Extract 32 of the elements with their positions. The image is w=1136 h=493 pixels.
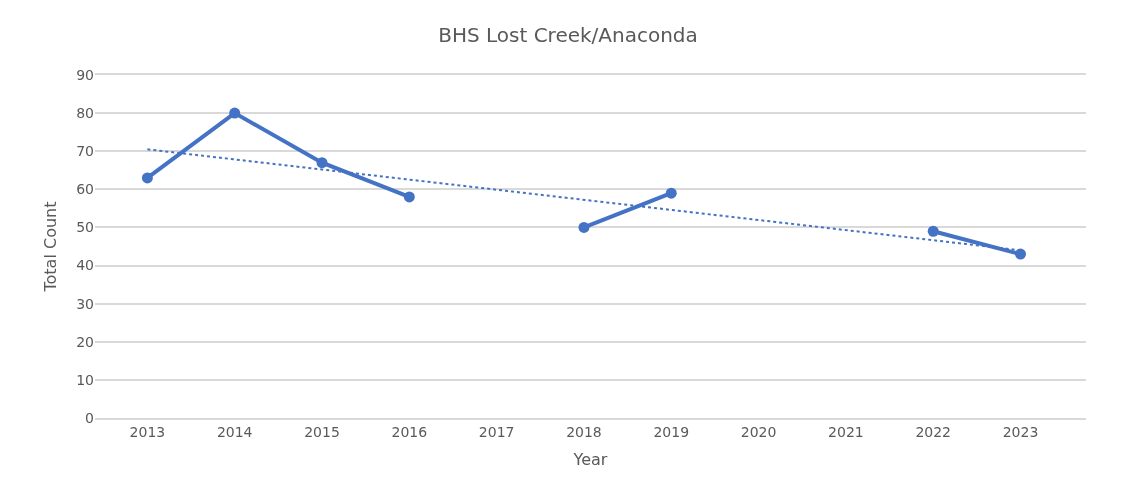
y-tick-label: 10 [76, 371, 94, 388]
x-tick-label: 2023 [1002, 423, 1039, 440]
y-tick-label: 30 [76, 295, 94, 312]
x-tick-label: 2020 [740, 423, 777, 440]
x-tick-label: 2017 [478, 423, 515, 440]
x-tick-label: 2013 [129, 423, 166, 440]
y-tick-label: 70 [76, 143, 94, 160]
y-tick-label: 50 [76, 219, 94, 236]
point [927, 225, 939, 237]
point [141, 172, 153, 184]
y-axis-title: Total Count [41, 201, 61, 293]
point [229, 107, 241, 119]
x-tick-label: 2021 [828, 423, 864, 440]
y-tick-label: 60 [76, 181, 94, 198]
x-tick-label: 2019 [653, 423, 690, 440]
point [578, 221, 590, 233]
x-tick-label: 2018 [566, 423, 602, 440]
x-tick-label: 2022 [915, 423, 952, 440]
y-tick-label: 40 [76, 257, 94, 274]
x-tick-label: 2016 [391, 423, 428, 440]
point [1015, 248, 1027, 260]
y-tick-label: 0 [85, 409, 94, 426]
point [665, 187, 677, 199]
y-tick-label: 80 [76, 105, 94, 122]
point [316, 157, 328, 169]
chart-title: BHS Lost Creek/Anaconda [438, 22, 698, 47]
x-axis-title: Year [572, 449, 608, 469]
x-tick-label: 2015 [304, 423, 340, 440]
point [403, 191, 415, 203]
y-tick-label: 90 [76, 66, 94, 83]
x-tick-label: 2014 [216, 423, 253, 440]
y-tick-label: 20 [76, 333, 94, 350]
